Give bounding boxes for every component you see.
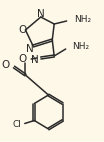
Text: N: N — [26, 44, 34, 54]
Text: O: O — [1, 60, 9, 70]
Text: NH₂: NH₂ — [72, 41, 90, 51]
Text: N: N — [31, 55, 39, 65]
Text: O: O — [18, 25, 27, 35]
Text: NH₂: NH₂ — [74, 14, 91, 23]
Text: O: O — [18, 54, 26, 64]
Text: Cl: Cl — [12, 120, 21, 129]
Text: N: N — [37, 9, 45, 19]
